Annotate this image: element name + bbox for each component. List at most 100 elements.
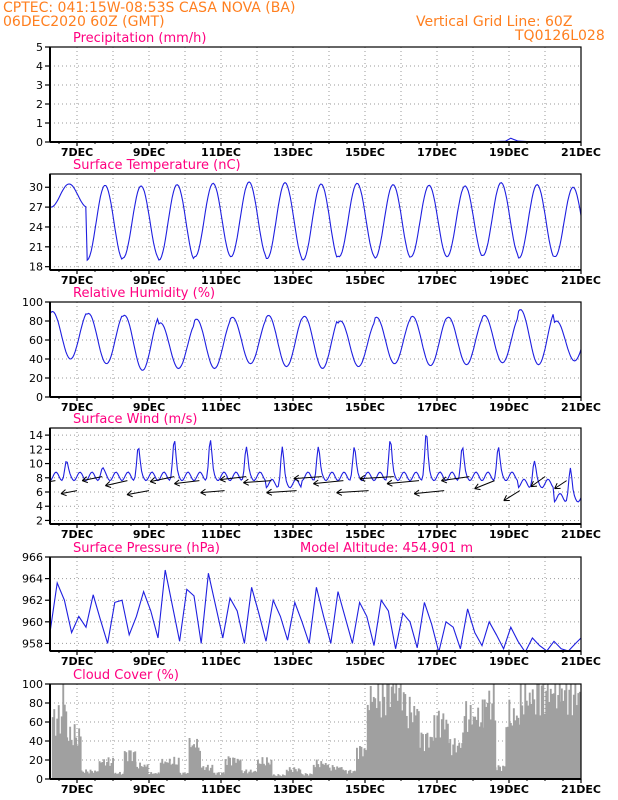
cloud_cover-bar — [452, 744, 455, 779]
cloud_cover-bar — [477, 707, 480, 779]
cloud_cover-bar — [445, 719, 448, 779]
cloud_cover-bar — [545, 690, 548, 779]
precipitation-xtick-label: 7DEC — [61, 146, 93, 159]
cloud_cover-bar — [478, 726, 481, 779]
cloud_cover-bar — [69, 726, 72, 779]
cloud_cover-bar — [330, 770, 333, 779]
cloud_cover-bar — [258, 763, 261, 779]
cloud_cover-bar — [63, 704, 66, 779]
cloud_cover-bar — [264, 765, 267, 779]
cloud_cover-bar — [339, 767, 342, 779]
model-altitude: Model Altitude: 454.901 m — [300, 541, 473, 556]
relative_humidity-ytick-label: 100 — [22, 296, 43, 309]
cloud_cover-bar — [129, 750, 132, 779]
cloud_cover-bar — [165, 762, 168, 779]
surface_wind-ytick-label: 2 — [36, 514, 43, 527]
cloud_cover-bar — [537, 684, 540, 779]
cloud_cover-bar — [496, 770, 498, 779]
cloud_cover-bar — [508, 699, 511, 779]
cloud_cover-bar — [281, 774, 284, 779]
cloud_cover-bar — [177, 757, 180, 779]
cloud_cover-bar — [315, 759, 318, 779]
cloud_cover-bar — [386, 684, 389, 779]
cloud_cover-bar — [101, 761, 104, 779]
cloud_cover-bar — [257, 759, 259, 779]
cloud_cover-bar — [336, 766, 339, 779]
cloud_cover-bar — [239, 759, 242, 779]
wind-arrowhead — [105, 481, 112, 488]
cloud_cover-bar — [442, 713, 445, 779]
cloud_cover-bar — [126, 761, 129, 779]
cloud_cover-bar — [443, 729, 446, 779]
cloud_cover-ytick-label: 40 — [29, 735, 43, 748]
cloud_cover-bar — [249, 769, 252, 779]
cloud_cover-bar — [170, 764, 173, 779]
cloud_cover-bars — [51, 684, 581, 779]
cloud_cover-bar — [413, 705, 416, 779]
surface_wind-ytick-label: 8 — [36, 472, 43, 485]
cloud_cover-bar — [199, 750, 201, 779]
cloud_cover-bar — [148, 774, 151, 779]
surface_temperature-ytick-label: 18 — [29, 261, 43, 274]
surface_pressure-xtick-label: 19DEC — [489, 655, 529, 668]
precipitation-ytick-label: 3 — [36, 79, 43, 92]
cloud_cover-bar — [260, 764, 262, 779]
cloud_cover-ytick-label: 20 — [29, 754, 43, 767]
cloud_cover-bar — [433, 715, 436, 779]
cloud_cover-bar — [440, 719, 443, 779]
wind-arrowhead — [219, 475, 226, 483]
cloud_cover-bar — [475, 719, 478, 779]
wind-arrow — [313, 480, 344, 485]
cloud_cover-bar — [182, 772, 185, 779]
cloud_cover-bar — [365, 749, 367, 779]
cloud_cover-bar — [375, 708, 378, 779]
cloud_cover-bar — [533, 699, 536, 779]
wind-arrow — [200, 490, 225, 494]
cloud_cover-bar — [240, 770, 243, 779]
precipitation-ytick-label: 1 — [36, 117, 43, 130]
cloud_cover-bar — [98, 761, 101, 779]
cloud_cover-bar — [92, 772, 95, 779]
cloud_cover-bar — [426, 732, 429, 779]
wind-arrow — [474, 480, 495, 490]
cloud_cover-bar — [554, 684, 557, 779]
cloud_cover-xtick-label: 9DEC — [133, 783, 165, 796]
cloud_cover-bar — [97, 771, 99, 779]
surface_temperature-ytick-label: 27 — [29, 201, 43, 214]
grid-line-note: Vertical Grid Line: 60Z — [416, 14, 573, 30]
cloud_cover-bar — [462, 732, 465, 779]
cloud_cover-bar — [190, 747, 192, 779]
cloud_cover-bar — [75, 737, 78, 779]
relative_humidity-ytick-label: 20 — [29, 372, 43, 385]
cloud_cover-bar — [548, 701, 551, 779]
precipitation-xtick-label: 17DEC — [417, 146, 457, 159]
cloud_cover-bar — [216, 772, 219, 779]
cloud_cover-bar — [389, 706, 392, 779]
cloud_cover-bar — [428, 747, 430, 779]
cloud_cover-bar — [381, 684, 384, 779]
cloud_cover-bar — [577, 693, 580, 779]
relative_humidity-ytick-label: 40 — [29, 353, 43, 366]
wind-arrow — [150, 476, 175, 483]
wind-vectors — [50, 474, 567, 502]
wind-arrow — [359, 476, 394, 480]
surface_pressure-ytick-label: 966 — [22, 551, 43, 564]
cloud_cover-bar — [180, 774, 183, 779]
cloud_cover-xtick-label: 7DEC — [61, 783, 93, 796]
cloud_cover-bar — [506, 726, 509, 779]
cloud_cover-bar — [419, 747, 421, 779]
wind-arrow — [336, 490, 369, 494]
cloud_cover-bar — [177, 772, 180, 779]
relative_humidity-xtick-label: 19DEC — [489, 401, 529, 414]
wind-arrow — [126, 490, 150, 496]
cloud_cover-bar — [147, 774, 150, 779]
cloud_cover-bar — [280, 776, 283, 779]
surface_pressure-xtick-label: 15DEC — [345, 655, 385, 668]
cloud_cover-bar — [494, 720, 497, 779]
cloud_cover-bar — [480, 722, 483, 779]
cloud_cover-bar — [528, 692, 531, 779]
wind-arrowhead — [441, 476, 448, 484]
cloud_cover-bar — [290, 769, 293, 779]
surface_pressure-xtick-label: 17DEC — [417, 655, 457, 668]
cloud_cover-bar — [471, 724, 474, 779]
